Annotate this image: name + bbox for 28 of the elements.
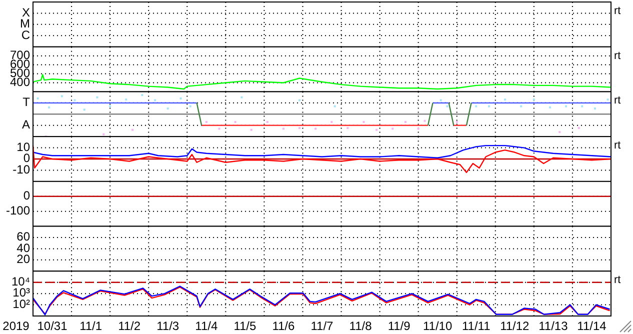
y-tick-label: 0 bbox=[23, 188, 30, 203]
text: A bbox=[22, 118, 30, 132]
text: X bbox=[22, 5, 30, 20]
x-tick-label: 11/10 bbox=[423, 319, 452, 333]
x-axis-title: 2019 bbox=[2, 319, 30, 333]
x-tick-label: 11/11 bbox=[462, 319, 491, 333]
x-tick-label: 11/1 bbox=[80, 319, 102, 333]
x-tick-label: 11/2 bbox=[118, 319, 141, 333]
x-tick-label: 11/5 bbox=[234, 319, 256, 333]
x-tick-label: 11/13 bbox=[538, 319, 568, 333]
y-tick-label: 20 bbox=[16, 252, 30, 266]
text: T bbox=[22, 95, 31, 110]
x-tick-label: 11/8 bbox=[349, 319, 372, 333]
y-tick-label: 10 bbox=[16, 140, 30, 154]
text: rt bbox=[614, 140, 621, 152]
x-tick-label: 11/7 bbox=[310, 319, 334, 333]
text: rt bbox=[614, 5, 621, 17]
text: rt bbox=[614, 50, 621, 62]
x-tick-label: 11/14 bbox=[577, 319, 607, 333]
x-tick-label: 10/31 bbox=[37, 319, 68, 333]
text: rt bbox=[614, 94, 621, 107]
y-tick-label: -100 bbox=[6, 204, 30, 218]
x-tick-label: 11/9 bbox=[388, 319, 411, 333]
x-tick-label: 11/3 bbox=[156, 319, 180, 333]
x-tick-label: 11/4 bbox=[195, 319, 218, 333]
x-tick-label: 11/12 bbox=[500, 319, 530, 333]
text: rt bbox=[614, 274, 621, 286]
x-tick-label: 11/6 bbox=[272, 319, 296, 333]
